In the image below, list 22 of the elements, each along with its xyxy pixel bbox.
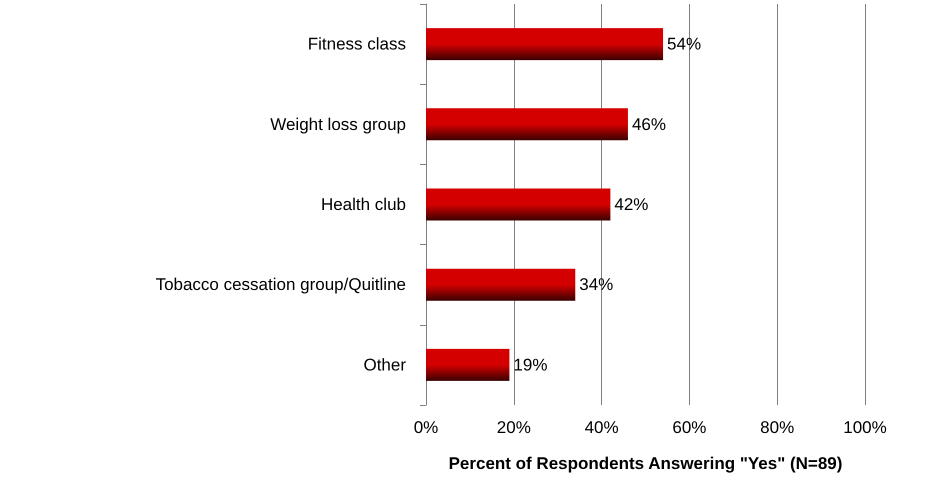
x-tick-label: 40% — [584, 418, 619, 437]
data-label: 46% — [632, 114, 666, 134]
x-tick-label: 0% — [414, 418, 438, 437]
bar — [426, 188, 610, 220]
bar — [426, 348, 510, 381]
x-tick-label: 100% — [843, 418, 887, 437]
data-label: 19% — [513, 355, 548, 374]
bar — [426, 28, 664, 60]
data-label: 42% — [614, 195, 648, 214]
y-tick-label: Other — [363, 355, 406, 374]
y-tick-label: Health club — [320, 195, 406, 214]
y-tick-label: Weight loss group — [270, 114, 406, 134]
y-tick-label: Fitness class — [308, 34, 406, 54]
x-tick-label: 60% — [672, 418, 706, 437]
x-tick-label: 80% — [760, 418, 794, 437]
bar — [426, 268, 576, 301]
bar — [426, 108, 628, 140]
x-axis-title: Percent of Respondents Answering "Yes" (N=89) — [448, 454, 842, 473]
data-label: 34% — [579, 275, 614, 294]
x-tick-label: 20% — [496, 418, 531, 437]
y-tick-label: Tobacco cessation group/Quitline — [156, 275, 406, 294]
data-label: 54% — [667, 34, 702, 54]
